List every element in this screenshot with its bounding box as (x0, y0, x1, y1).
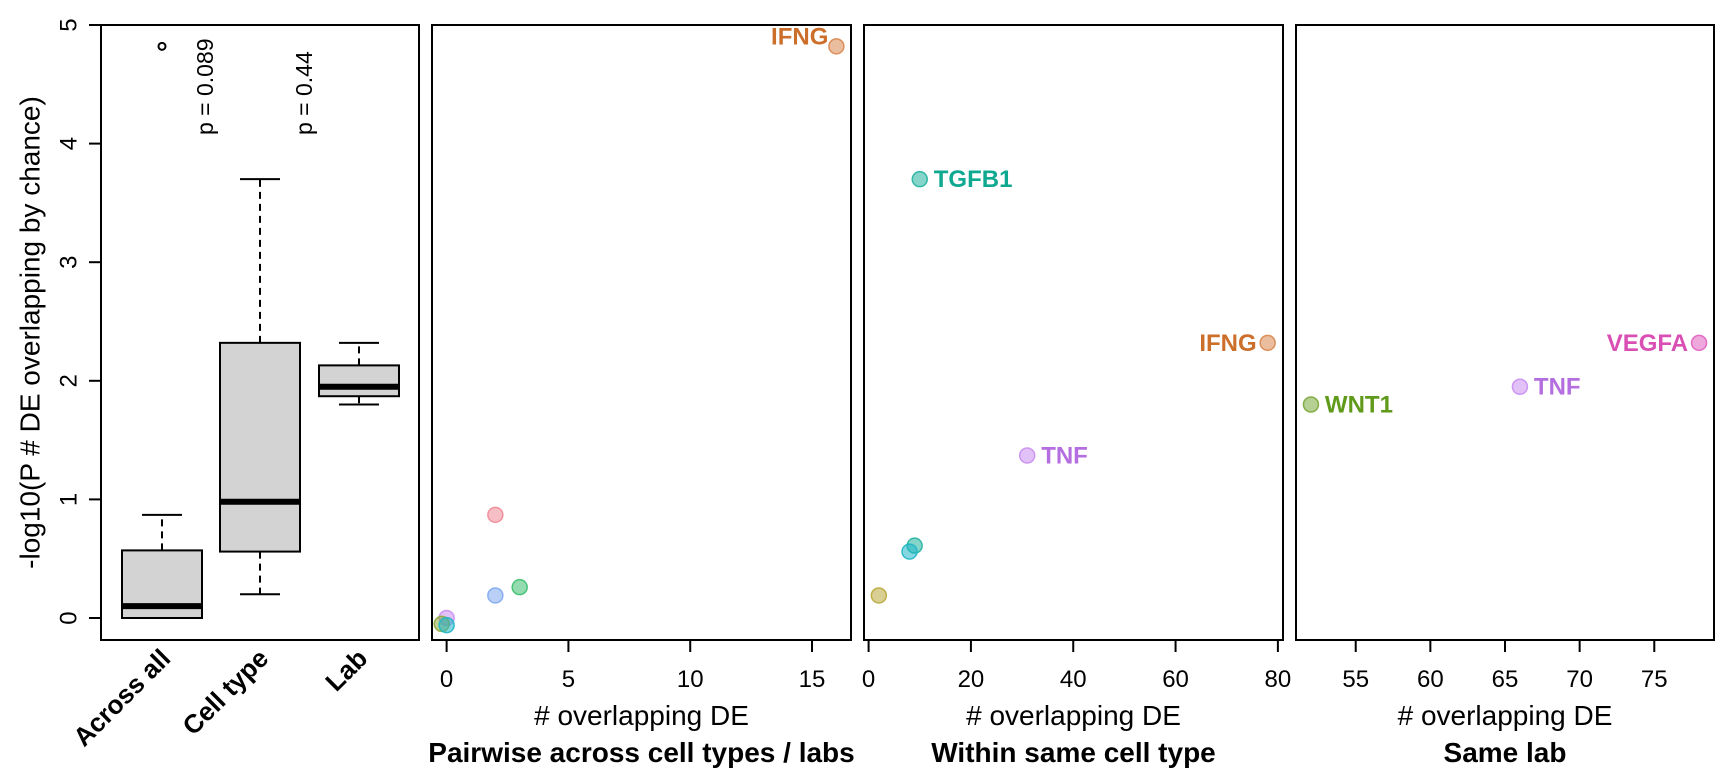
x-axis-label: # overlapping DE (1398, 700, 1613, 731)
category-label: Across all (67, 643, 176, 752)
category-label: Lab (319, 643, 373, 697)
y-tick-label: 1 (55, 493, 82, 506)
box-lab (318, 341, 400, 406)
x-tick-label: 0 (440, 666, 453, 693)
box-cell-type (219, 178, 301, 596)
data-point (911, 170, 929, 188)
point-label: TNF (1534, 374, 1581, 401)
x-tick-label: 70 (1566, 666, 1593, 693)
y-tick-label: 3 (55, 256, 82, 269)
point-label: IFNG (771, 23, 828, 50)
plot-frame (100, 24, 420, 641)
data-point (901, 543, 918, 560)
data-point (1259, 334, 1276, 352)
point-label: WNT1 (1325, 392, 1393, 419)
y-axis-label: -log10(P # DE overlapping by chance) (14, 96, 45, 569)
scatter-panel-same-cell-type: 0 20 40 60 80 # overlapping DE Within same cel… (862, 24, 1292, 768)
x-tick-label: 15 (799, 666, 826, 693)
data-point (1690, 334, 1708, 352)
p-value-annotation: p = 0.44 (291, 51, 317, 135)
point-label: TGFB1 (934, 166, 1013, 193)
category-label: Cell type (176, 643, 274, 741)
x-tick-label: 5 (562, 666, 575, 693)
x-axis-label: # overlapping DE (534, 700, 749, 731)
outlier-point (157, 41, 167, 51)
boxplot-panel: 0 1 2 3 4 5 -log10(P # DE overlapping by chanc… (14, 18, 420, 752)
data-point (438, 616, 455, 634)
panel-title: Same lab (1444, 737, 1567, 768)
panel-title: Pairwise across cell types / labs (428, 737, 854, 768)
x-tick-label: 80 (1265, 666, 1292, 693)
plot-frame (431, 24, 852, 641)
y-tick-label: 0 (55, 611, 82, 624)
y-tick-label: 4 (55, 137, 82, 150)
x-tick-label: 60 (1417, 666, 1444, 693)
data-point (511, 578, 528, 596)
x-tick-label: 75 (1641, 666, 1668, 693)
data-point (487, 506, 504, 524)
x-tick-label: 0 (862, 666, 875, 693)
x-tick-label: 40 (1060, 666, 1087, 693)
x-tick-label: 60 (1162, 666, 1189, 693)
box-across-all (121, 41, 203, 620)
x-axis-label: # overlapping DE (966, 700, 1181, 731)
p-value-annotation: p = 0.089 (192, 38, 218, 135)
x-tick-label: 65 (1492, 666, 1519, 693)
data-point (1302, 396, 1320, 413)
point-label: IFNG (1199, 330, 1256, 357)
x-tick-label: 55 (1342, 666, 1369, 693)
data-point (487, 587, 504, 604)
scatter-panel-same-lab: 55 60 65 70 75 # overlapping DE Same lab VEGFA T… (1295, 24, 1715, 768)
data-point (1511, 378, 1529, 395)
point-label: TNF (1041, 443, 1088, 470)
x-tick-label: 10 (677, 666, 704, 693)
y-tick-label: 2 (55, 374, 82, 387)
y-tick-label: 5 (55, 18, 82, 31)
data-point (870, 587, 888, 604)
scatter-panel-pairwise: 0 5 10 15 # overlapping DE Pairwise across ce… (428, 23, 854, 768)
data-point (828, 38, 845, 55)
box-body (318, 364, 400, 398)
box-body (219, 341, 301, 553)
panel-title: Within same cell type (931, 737, 1216, 768)
x-tick-label: 20 (958, 666, 985, 693)
point-label: VEGFA (1607, 330, 1688, 357)
data-point (1018, 447, 1036, 464)
